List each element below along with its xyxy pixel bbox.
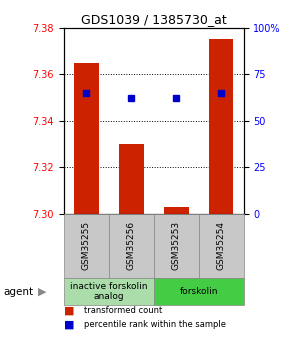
Bar <box>164 207 189 214</box>
Text: inactive forskolin
analog: inactive forskolin analog <box>70 282 148 301</box>
Bar <box>74 62 99 214</box>
Text: GSM35255: GSM35255 <box>82 221 91 270</box>
Text: ■: ■ <box>64 320 74 330</box>
Text: transformed count: transformed count <box>84 306 162 315</box>
Text: ■: ■ <box>64 306 74 315</box>
Text: GSM35254: GSM35254 <box>217 221 226 270</box>
Text: GSM35253: GSM35253 <box>172 221 181 270</box>
Text: forskolin: forskolin <box>180 287 218 296</box>
Title: GDS1039 / 1385730_at: GDS1039 / 1385730_at <box>81 13 226 27</box>
Text: ▶: ▶ <box>38 287 46 296</box>
Text: percentile rank within the sample: percentile rank within the sample <box>84 321 226 329</box>
Bar <box>119 144 144 214</box>
Text: agent: agent <box>3 287 33 296</box>
Text: GSM35256: GSM35256 <box>127 221 136 270</box>
Bar <box>209 39 233 214</box>
